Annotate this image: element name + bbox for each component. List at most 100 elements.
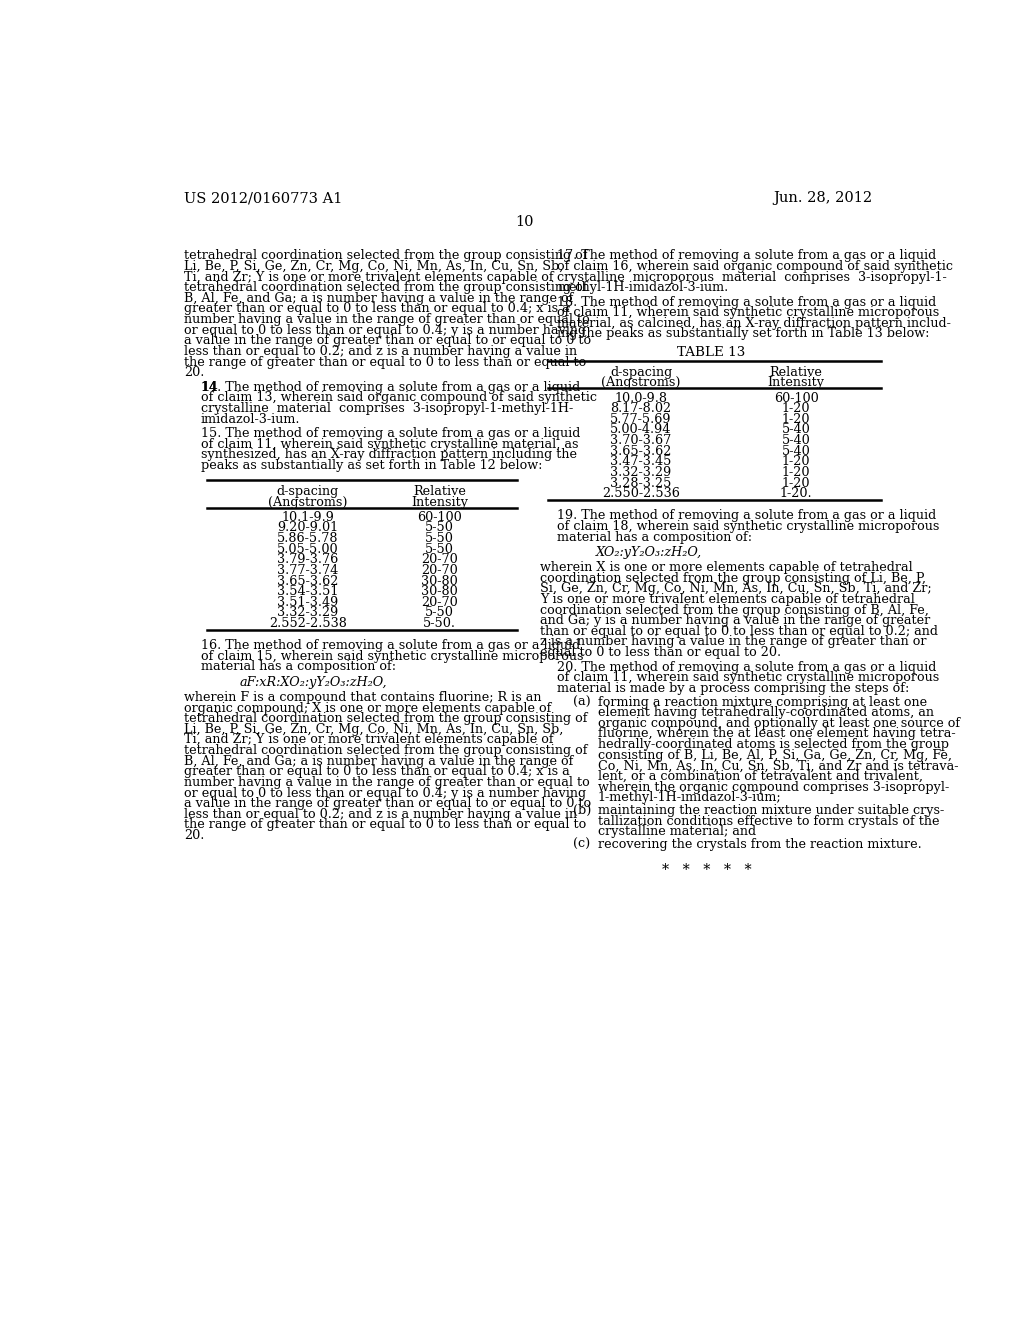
Text: 2.552-2.538: 2.552-2.538 — [269, 616, 347, 630]
Text: of claim 15, wherein said synthetic crystalline microporous: of claim 15, wherein said synthetic crys… — [201, 649, 584, 663]
Text: 20.: 20. — [183, 366, 204, 379]
Text: and Ga; y is a number having a value in the range of greater: and Ga; y is a number having a value in … — [541, 614, 931, 627]
Text: ing the peaks as substantially set forth in Table 13 below:: ing the peaks as substantially set forth… — [557, 327, 930, 341]
Text: Y is one or more trivalent elements capable of tetrahedral: Y is one or more trivalent elements capa… — [541, 593, 915, 606]
Text: 30-80: 30-80 — [421, 585, 458, 598]
Text: 20.: 20. — [183, 829, 204, 842]
Text: lent, or a combination of tetravalent and trivalent,: lent, or a combination of tetravalent an… — [598, 770, 923, 783]
Text: 8.17-8.02: 8.17-8.02 — [610, 403, 672, 416]
Text: the range of greater than or equal to 0 to less than or equal to: the range of greater than or equal to 0 … — [183, 818, 586, 832]
Text: 3.51-3.49: 3.51-3.49 — [278, 595, 338, 609]
Text: a value in the range of greater than or equal to or equal to 0 to: a value in the range of greater than or … — [183, 334, 591, 347]
Text: d-spacing: d-spacing — [276, 484, 339, 498]
Text: 20-70: 20-70 — [421, 595, 458, 609]
Text: organic compound, and optionally at least one source of: organic compound, and optionally at leas… — [598, 717, 959, 730]
Text: greater than or equal to 0 to less than or equal to 0.4; x is a: greater than or equal to 0 to less than … — [183, 302, 569, 315]
Text: 1-methyl-1H-imidazol-3-ium;: 1-methyl-1H-imidazol-3-ium; — [598, 791, 781, 804]
Text: or equal to 0 to less than or equal to 0.4; y is a number having: or equal to 0 to less than or equal to 0… — [183, 323, 586, 337]
Text: greater than or equal to 0 to less than or equal to 0.4; x is a: greater than or equal to 0 to less than … — [183, 766, 569, 779]
Text: number having a value in the range of greater than or equal to: number having a value in the range of gr… — [183, 776, 590, 789]
Text: (c): (c) — [572, 838, 590, 851]
Text: Li, Be, P, Si, Ge, Zn, Cr, Mg, Co, Ni, Mn, As, In, Cu, Sn, Sb,: Li, Be, P, Si, Ge, Zn, Cr, Mg, Co, Ni, M… — [183, 723, 563, 735]
Text: number having a value in the range of greater than or equal to: number having a value in the range of gr… — [183, 313, 590, 326]
Text: material, as calcined, has an X-ray diffraction pattern includ-: material, as calcined, has an X-ray diff… — [557, 317, 951, 330]
Text: 60-100: 60-100 — [417, 511, 462, 524]
Text: XO₂:yY₂O₃:zH₂O,: XO₂:yY₂O₃:zH₂O, — [596, 546, 702, 558]
Text: of claim 11, wherein said synthetic crystalline microporous: of claim 11, wherein said synthetic crys… — [557, 306, 940, 319]
Text: 3.47-3.45: 3.47-3.45 — [610, 455, 672, 469]
Text: 5-40: 5-40 — [781, 424, 810, 437]
Text: tetrahedral coordination selected from the group consisting of: tetrahedral coordination selected from t… — [183, 249, 588, 263]
Text: tetrahedral coordination selected from the group consisting of: tetrahedral coordination selected from t… — [183, 281, 588, 294]
Text: 3.32-3.29: 3.32-3.29 — [278, 606, 338, 619]
Text: 3.65-3.62: 3.65-3.62 — [610, 445, 672, 458]
Text: wherein F is a compound that contains fluorine; R is an: wherein F is a compound that contains fl… — [183, 690, 542, 704]
Text: crystalline material; and: crystalline material; and — [598, 825, 756, 838]
Text: recovering the crystals from the reaction mixture.: recovering the crystals from the reactio… — [598, 838, 922, 851]
Text: 5.77-5.69: 5.77-5.69 — [610, 413, 672, 426]
Text: the range of greater than or equal to 0 to less than or equal to: the range of greater than or equal to 0 … — [183, 355, 586, 368]
Text: TABLE 13: TABLE 13 — [677, 346, 744, 359]
Text: 10: 10 — [515, 215, 535, 228]
Text: (b): (b) — [572, 804, 591, 817]
Text: 18. The method of removing a solute from a gas or a liquid: 18. The method of removing a solute from… — [557, 296, 937, 309]
Text: 3.32-3.29: 3.32-3.29 — [610, 466, 672, 479]
Text: synthesized, has an X-ray diffraction pattern including the: synthesized, has an X-ray diffraction pa… — [201, 449, 577, 461]
Text: Li, Be, P, Si, Ge, Zn, Cr, Mg, Co, Ni, Mn, As, In, Cu, Sn, Sb,: Li, Be, P, Si, Ge, Zn, Cr, Mg, Co, Ni, M… — [183, 260, 563, 273]
Text: element having tetrahedrally-coordinated atoms, an: element having tetrahedrally-coordinated… — [598, 706, 934, 719]
Text: 9.20-9.01: 9.20-9.01 — [278, 521, 338, 535]
Text: (Angstroms): (Angstroms) — [601, 376, 681, 389]
Text: 3.70-3.67: 3.70-3.67 — [610, 434, 672, 447]
Text: 2.550-2.536: 2.550-2.536 — [602, 487, 680, 500]
Text: 3.54-3.51: 3.54-3.51 — [278, 585, 339, 598]
Text: of claim 11, wherein said synthetic crystalline microporous: of claim 11, wherein said synthetic crys… — [557, 671, 940, 684]
Text: of claim 18, wherein said synthetic crystalline microporous: of claim 18, wherein said synthetic crys… — [557, 520, 940, 533]
Text: tetrahedral coordination selected from the group consisting of: tetrahedral coordination selected from t… — [183, 713, 588, 725]
Text: 14: 14 — [201, 380, 218, 393]
Text: Ti, and Zr; Y is one or more trivalent elements capable of: Ti, and Zr; Y is one or more trivalent e… — [183, 271, 553, 284]
Text: Ti, and Zr; Y is one or more trivalent elements capable of: Ti, and Zr; Y is one or more trivalent e… — [183, 734, 553, 746]
Text: 10.0-9.8: 10.0-9.8 — [614, 392, 668, 404]
Text: Relative: Relative — [413, 484, 466, 498]
Text: coordination selected from the group consisting of Li, Be, P,: coordination selected from the group con… — [541, 572, 927, 585]
Text: d-spacing: d-spacing — [610, 366, 672, 379]
Text: 16. The method of removing a solute from a gas or a liquid: 16. The method of removing a solute from… — [201, 639, 581, 652]
Text: 5-50: 5-50 — [425, 532, 454, 545]
Text: crystalline  material  comprises  3-isopropyl-1-methyl-1H-: crystalline material comprises 3-isoprop… — [201, 401, 573, 414]
Text: 5-50: 5-50 — [425, 606, 454, 619]
Text: material is made by a process comprising the steps of:: material is made by a process comprising… — [557, 682, 909, 694]
Text: organic compound; X is one or more elements capable of: organic compound; X is one or more eleme… — [183, 701, 551, 714]
Text: *   *   *   *   *: * * * * * — [663, 863, 752, 876]
Text: B, Al, Fe, and Ga; a is number having a value in the range of: B, Al, Fe, and Ga; a is number having a … — [183, 292, 573, 305]
Text: maintaining the reaction mixture under suitable crys-: maintaining the reaction mixture under s… — [598, 804, 944, 817]
Text: wherein the organic compound comprises 3-isopropyl-: wherein the organic compound comprises 3… — [598, 780, 949, 793]
Text: B, Al, Fe, and Ga; a is number having a value in the range of: B, Al, Fe, and Ga; a is number having a … — [183, 755, 573, 768]
Text: 1-20: 1-20 — [781, 477, 810, 490]
Text: of claim 16, wherein said organic compound of said synthetic: of claim 16, wherein said organic compou… — [557, 260, 953, 273]
Text: 3.77-3.74: 3.77-3.74 — [278, 564, 338, 577]
Text: 19. The method of removing a solute from a gas or a liquid: 19. The method of removing a solute from… — [557, 510, 937, 523]
Text: peaks as substantially as set forth in Table 12 below:: peaks as substantially as set forth in T… — [201, 459, 543, 471]
Text: 15. The method of removing a solute from a gas or a liquid: 15. The method of removing a solute from… — [201, 426, 581, 440]
Text: 3.65-3.62: 3.65-3.62 — [278, 574, 339, 587]
Text: (Angstroms): (Angstroms) — [268, 495, 347, 508]
Text: 5-40: 5-40 — [781, 434, 810, 447]
Text: hedrally-coordinated atoms is selected from the group: hedrally-coordinated atoms is selected f… — [598, 738, 948, 751]
Text: 1-20.: 1-20. — [779, 487, 812, 500]
Text: aF:xR:XO₂:yY₂O₃:zH₂O,: aF:xR:XO₂:yY₂O₃:zH₂O, — [240, 676, 387, 689]
Text: or equal to 0 to less than or equal to 0.4; y is a number having: or equal to 0 to less than or equal to 0… — [183, 787, 586, 800]
Text: material has a composition of:: material has a composition of: — [557, 531, 753, 544]
Text: 20-70: 20-70 — [421, 564, 458, 577]
Text: 30-80: 30-80 — [421, 574, 458, 587]
Text: 1-20: 1-20 — [781, 455, 810, 469]
Text: 17. The method of removing a solute from a gas or a liquid: 17. The method of removing a solute from… — [557, 249, 937, 263]
Text: imidazol-3-ium.: imidazol-3-ium. — [201, 413, 300, 425]
Text: 5-50.: 5-50. — [423, 616, 456, 630]
Text: 3.79-3.76: 3.79-3.76 — [278, 553, 338, 566]
Text: Relative: Relative — [770, 366, 822, 379]
Text: crystalline  microporous  material  comprises  3-isopropyl-1-: crystalline microporous material compris… — [557, 271, 947, 284]
Text: US 2012/0160773 A1: US 2012/0160773 A1 — [183, 191, 342, 206]
Text: 14. The method of removing a solute from a gas or a liquid: 14. The method of removing a solute from… — [201, 380, 581, 393]
Text: Intensity: Intensity — [411, 495, 468, 508]
Text: 1-20: 1-20 — [781, 413, 810, 426]
